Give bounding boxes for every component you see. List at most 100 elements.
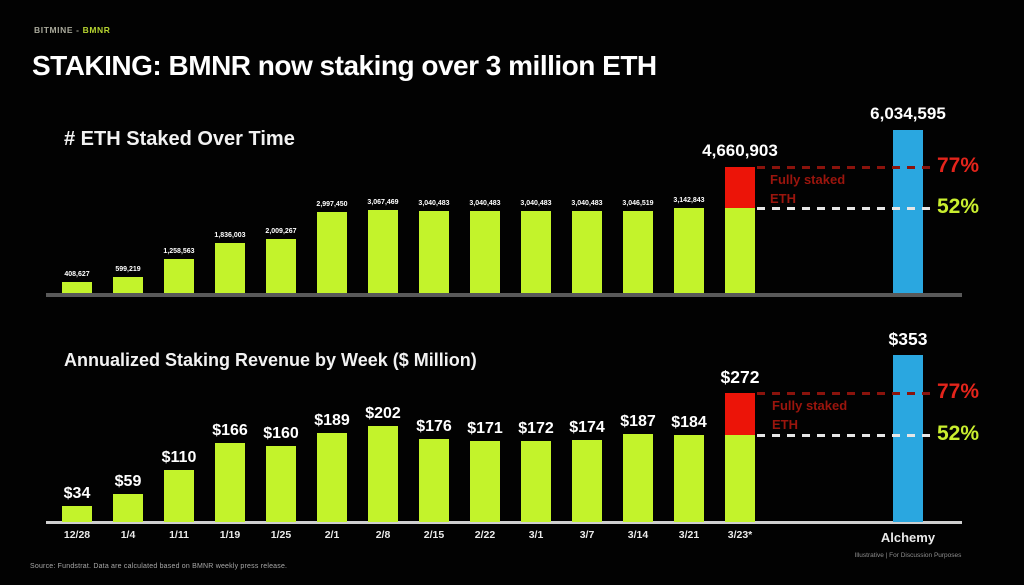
bar-2-15 (419, 211, 449, 293)
revenue-chart-title: Annualized Staking Revenue by Week ($ Mi… (64, 350, 477, 370)
breadcrumb-separator: - (76, 25, 80, 35)
disclaimer-note: Illustrative | For Discussion Purposes (854, 552, 962, 559)
x-tick-label-1-19: 1/19 (219, 529, 241, 541)
bar-2-8 (368, 426, 398, 522)
x-tick-label-1-25: 1/25 (270, 529, 292, 541)
ticker-symbol: BMNR (82, 25, 111, 35)
x-tick-label-1-11: 1/11 (169, 529, 189, 541)
bar-3-7 (572, 440, 602, 522)
x-tick-label-2-15: 2/15 (423, 529, 445, 541)
x-tick-label-alchemy: Alchemy (880, 530, 936, 545)
x-tick-label-12-28: 12/28 (63, 529, 91, 541)
bar-value-label-alchemy: 6,034,595 (870, 104, 946, 123)
ref-line-52- (757, 207, 935, 210)
bar-value-label-12-28: 408,627 (64, 271, 90, 278)
fully-staked-annotation: Fully staked ETH (770, 172, 846, 206)
source-footnote: Source: Fundstrat. Data are calculated b… (30, 563, 288, 570)
bar-value-label-2-8: $202 (365, 405, 401, 422)
bar-value-label-3-23-: 4,660,903 (702, 141, 778, 160)
bar-value-label-2-1: $189 (314, 412, 350, 429)
bar-1-25 (266, 239, 296, 293)
bar-value-label-3-7: 3,040,483 (571, 200, 603, 207)
bar-3-1 (521, 441, 551, 522)
bar-value-label-3-21: $184 (671, 414, 707, 431)
fully-staked-annotation: Fully staked ETH (772, 398, 848, 432)
x-tick-label-2-22: 2/22 (474, 529, 496, 541)
bar-2-22 (470, 211, 500, 293)
bar-value-label-3-1: 3,040,483 (520, 200, 552, 207)
bar-value-label-1-4: 599,219 (115, 266, 141, 273)
bar-alchemy (893, 355, 923, 522)
bar-2-8 (368, 210, 398, 293)
bar-value-label-3-14: 3,046,519 (622, 200, 654, 207)
bar-value-label-1-19: 1,836,003 (214, 232, 246, 239)
bar-value-label-1-25: $160 (263, 425, 299, 442)
x-tick-label-3-21: 3/21 (678, 529, 700, 541)
bar-12-28 (62, 282, 92, 293)
bar-value-label-2-1: 2,997,450 (316, 201, 348, 208)
bar-value-label-1-11: $110 (161, 449, 197, 466)
eth-staked-chart-title: # ETH Staked Over Time (64, 128, 295, 150)
bar-value-label-alchemy: $353 (888, 329, 928, 349)
bar-3-7 (572, 211, 602, 293)
x-tick-label-2-8: 2/8 (375, 529, 391, 541)
pct-label-77-: 77% (937, 380, 980, 403)
bar-value-label-1-25: 2,009,267 (265, 228, 297, 235)
bar-alchemy (893, 130, 923, 293)
x-tick-label-1-4: 1/4 (120, 529, 136, 541)
bar-value-label-1-11: 1,258,563 (163, 248, 195, 255)
bar-value-label-3-7: $174 (569, 419, 605, 436)
pct-label-77-: 77% (937, 154, 980, 177)
ref-line-77- (757, 166, 935, 169)
bar-value-label-2-22: 3,040,483 (469, 200, 501, 207)
breadcrumb: BITMINE - BMNR (34, 25, 111, 35)
bar-1-4 (113, 277, 143, 293)
bar-1-25 (266, 446, 296, 522)
bar-1-19 (215, 443, 245, 522)
bar-3-23--base (725, 435, 755, 522)
ref-line-52- (757, 434, 935, 437)
ref-line-77- (757, 392, 935, 395)
bar-value-label-2-22: $171 (467, 420, 503, 437)
bar-3-14 (623, 434, 653, 522)
bar-value-label-2-15: $176 (416, 418, 452, 435)
bar-value-label-2-8: 3,067,469 (367, 199, 399, 206)
bar-3-21 (674, 435, 704, 522)
bar-3-23--projected (725, 393, 755, 435)
bar-value-label-1-4: $59 (114, 473, 142, 490)
bar-value-label-1-19: $166 (212, 422, 248, 439)
bar-12-28 (62, 506, 92, 522)
x-tick-label-3-14: 3/14 (627, 529, 649, 541)
bar-value-label-3-14: $187 (620, 413, 656, 430)
x-axis-line (46, 521, 962, 524)
bar-2-1 (317, 212, 347, 293)
bar-1-11 (164, 470, 194, 522)
bar-3-14 (623, 211, 653, 293)
bar-2-1 (317, 433, 347, 522)
bar-3-23--base (725, 208, 755, 293)
x-axis-line (46, 293, 962, 297)
bar-3-21 (674, 208, 704, 293)
pct-label-52-: 52% (937, 422, 980, 445)
bar-value-label-3-1: $172 (518, 420, 554, 437)
bar-1-11 (164, 259, 194, 293)
bar-3-1 (521, 211, 551, 293)
bar-3-23--projected (725, 167, 755, 208)
bar-1-4 (113, 494, 143, 522)
bar-2-15 (419, 439, 449, 522)
x-tick-label-3-23-: 3/23* (727, 529, 753, 541)
x-tick-label-3-7: 3/7 (579, 529, 595, 541)
x-tick-label-2-1: 2/1 (324, 529, 340, 541)
bar-value-label-3-21: 3,142,843 (673, 197, 705, 204)
brand-name: BITMINE (34, 25, 74, 35)
bar-value-label-2-15: 3,040,483 (418, 200, 450, 207)
pct-label-52-: 52% (937, 195, 980, 218)
x-tick-label-3-1: 3/1 (528, 529, 544, 541)
bar-value-label-3-23-: $272 (720, 367, 760, 387)
bar-1-19 (215, 243, 245, 293)
bar-2-22 (470, 441, 500, 522)
bar-value-label-12-28: $34 (63, 485, 91, 502)
